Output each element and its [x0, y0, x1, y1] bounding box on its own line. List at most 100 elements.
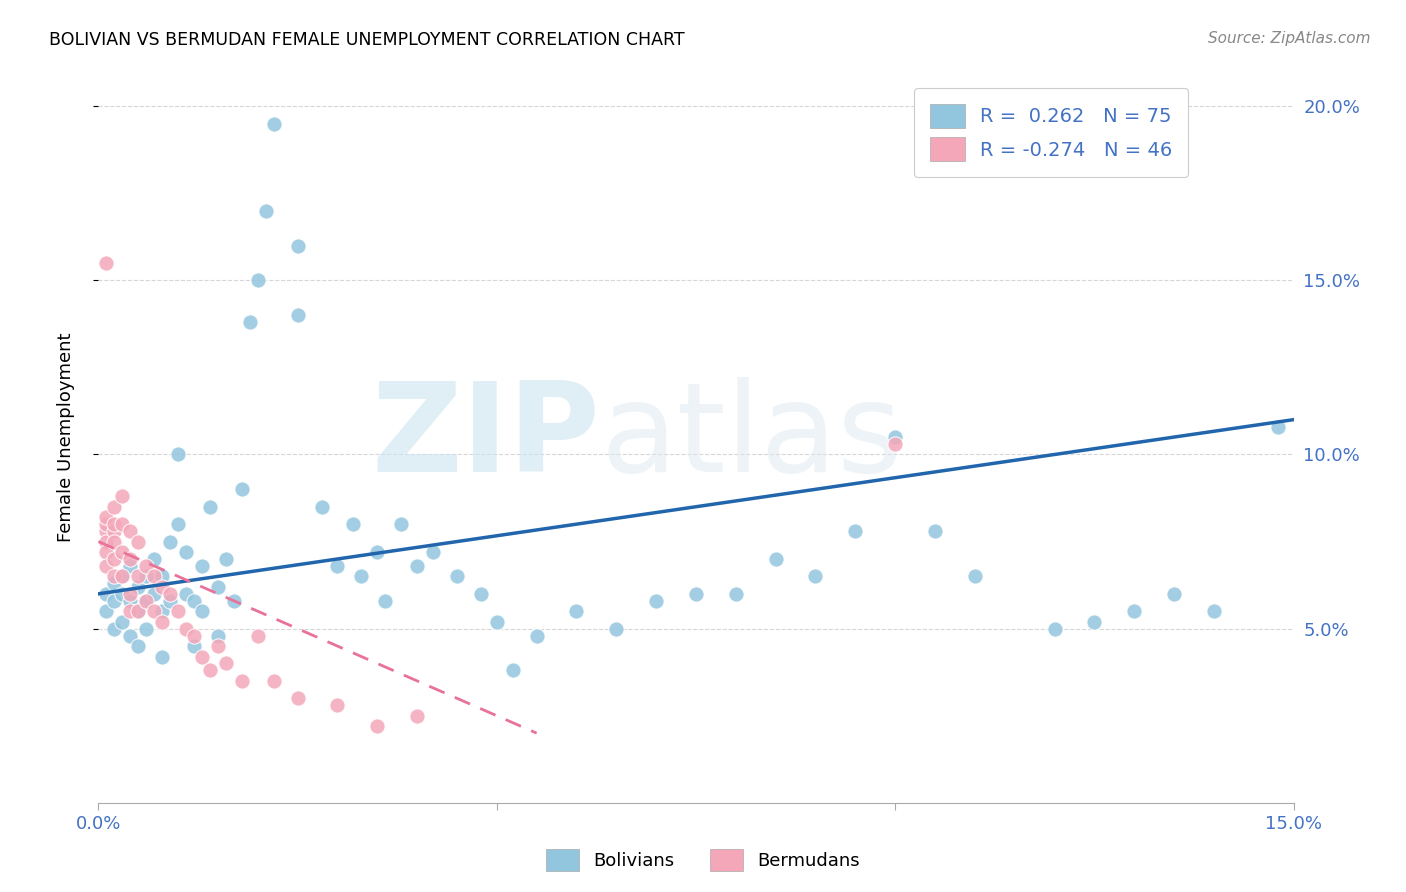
Point: [231, 673, 253, 688]
Point: [167, 517, 190, 532]
Point: [120, 594, 142, 608]
Point: [350, 569, 373, 583]
Point: [120, 604, 142, 618]
Point: [111, 517, 134, 532]
Point: [446, 569, 468, 583]
Point: [287, 691, 309, 706]
Point: [150, 604, 173, 618]
Point: [135, 569, 157, 583]
Point: [103, 576, 125, 591]
Point: [389, 517, 412, 532]
Point: [96, 604, 118, 618]
Point: [135, 622, 157, 636]
Point: [111, 569, 134, 583]
Point: [127, 534, 149, 549]
Point: [215, 552, 238, 566]
Point: [374, 594, 396, 608]
Point: [96, 524, 118, 538]
Point: [167, 448, 190, 462]
Point: [246, 629, 269, 643]
Point: [924, 524, 946, 538]
Point: [103, 552, 125, 566]
Point: [150, 569, 173, 583]
Point: [470, 587, 492, 601]
Point: [103, 500, 125, 514]
Point: [765, 552, 787, 566]
Point: [96, 534, 118, 549]
Point: [120, 552, 142, 566]
Point: [127, 604, 149, 618]
Point: [198, 664, 221, 678]
Point: [174, 622, 197, 636]
Point: [103, 622, 125, 636]
Point: [685, 587, 707, 601]
Point: [103, 517, 125, 532]
Point: [159, 534, 181, 549]
Point: [724, 587, 747, 601]
Point: [1043, 622, 1066, 636]
Point: [183, 594, 205, 608]
Point: [326, 558, 349, 573]
Point: [159, 594, 181, 608]
Point: [1267, 419, 1289, 434]
Point: [103, 594, 125, 608]
Point: [207, 629, 229, 643]
Point: [406, 558, 429, 573]
Point: [191, 649, 214, 664]
Point: [215, 657, 238, 671]
Point: [231, 483, 253, 497]
Point: [605, 622, 627, 636]
Point: [150, 580, 173, 594]
Text: atlas: atlas: [600, 376, 903, 498]
Point: [96, 510, 118, 524]
Point: [311, 500, 333, 514]
Point: [287, 308, 309, 322]
Point: [143, 569, 166, 583]
Point: [287, 238, 309, 252]
Point: [127, 639, 149, 653]
Point: [246, 273, 269, 287]
Point: [326, 698, 349, 713]
Point: [96, 517, 118, 532]
Point: [143, 552, 166, 566]
Point: [342, 517, 364, 532]
Point: [127, 580, 149, 594]
Point: [111, 569, 134, 583]
Point: [239, 315, 262, 329]
Point: [159, 587, 181, 601]
Point: [143, 604, 166, 618]
Point: [150, 615, 173, 629]
Point: [263, 673, 285, 688]
Point: [174, 545, 197, 559]
Point: [263, 117, 285, 131]
Legend: Bolivians, Bermudans: Bolivians, Bermudans: [538, 842, 868, 879]
Point: [120, 587, 142, 601]
Point: [1123, 604, 1146, 618]
Point: [222, 594, 245, 608]
Point: [1202, 604, 1225, 618]
Point: [103, 569, 125, 583]
Text: Source: ZipAtlas.com: Source: ZipAtlas.com: [1208, 31, 1371, 46]
Point: [96, 558, 118, 573]
Point: [183, 629, 205, 643]
Point: [485, 615, 508, 629]
Point: [844, 524, 866, 538]
Point: [135, 594, 157, 608]
Point: [198, 500, 221, 514]
Point: [120, 629, 142, 643]
Point: [191, 558, 214, 573]
Legend: R =  0.262   N = 75, R = -0.274   N = 46: R = 0.262 N = 75, R = -0.274 N = 46: [914, 88, 1188, 177]
Point: [1083, 615, 1105, 629]
Point: [884, 430, 907, 444]
Point: [645, 594, 668, 608]
Point: [963, 569, 986, 583]
Text: ZIP: ZIP: [371, 376, 600, 498]
Point: [804, 569, 827, 583]
Point: [174, 587, 197, 601]
Point: [565, 604, 588, 618]
Point: [111, 587, 134, 601]
Point: [502, 664, 524, 678]
Point: [96, 587, 118, 601]
Point: [366, 545, 388, 559]
Point: [120, 558, 142, 573]
